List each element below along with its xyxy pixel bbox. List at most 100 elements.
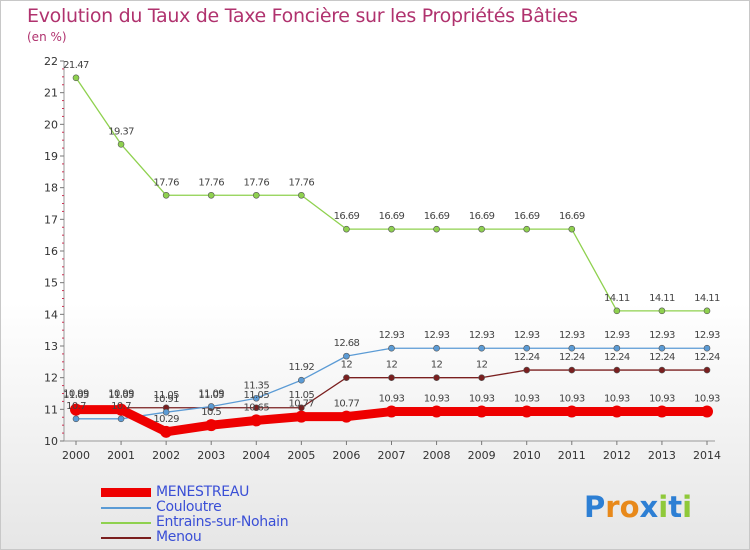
x-tick-label: 2014 [693, 449, 721, 462]
data-label: 10.93 [469, 394, 495, 405]
data-point [478, 374, 485, 381]
data-label: 19.37 [108, 126, 134, 137]
data-point [388, 344, 395, 352]
data-label: 12 [476, 360, 488, 371]
data-point [162, 408, 170, 416]
data-label: 11.05 [289, 390, 315, 401]
data-point [523, 225, 531, 233]
data-point [703, 344, 711, 352]
x-tick-label: 2005 [287, 449, 315, 462]
data-point [298, 376, 305, 384]
legend-label: Entrains-sur-Nohain [156, 514, 289, 530]
x-tick-label: 2003 [197, 449, 225, 462]
y-tick-label: 14 [44, 308, 58, 321]
series-line-entrains-sur-nohain [75, 77, 707, 312]
data-label: 14.11 [604, 293, 630, 304]
data-label: 12.93 [694, 330, 720, 341]
legend-swatch [101, 507, 151, 509]
data-label: 10.5 [201, 407, 221, 418]
data-label: 10.65 [243, 402, 269, 413]
data-point [658, 366, 666, 374]
data-label: 10.77 [289, 399, 315, 410]
data-point [478, 344, 485, 352]
x-tick-label: 2001 [107, 449, 135, 462]
data-label: 10.93 [514, 394, 540, 405]
data-point [252, 404, 260, 412]
logo-letter: x [639, 490, 659, 524]
x-tick-label: 2002 [152, 449, 180, 462]
legend-label: MENESTREAU [156, 484, 250, 500]
data-point [701, 405, 713, 418]
x-tick-label: 2004 [242, 449, 270, 462]
legend-swatch [101, 488, 151, 497]
legend-swatch [101, 522, 151, 524]
data-label: 14.11 [649, 293, 675, 304]
y-tick-label: 15 [44, 277, 58, 290]
data-label: 16.69 [424, 211, 450, 222]
y-tick-label: 20 [44, 118, 58, 131]
x-tick-label: 2010 [513, 449, 541, 462]
x-tick-label: 2012 [603, 449, 631, 462]
data-point [433, 225, 440, 233]
x-tick-label: 2013 [648, 449, 676, 462]
data-point [160, 425, 173, 438]
data-point [298, 191, 305, 199]
data-label: 12 [431, 360, 443, 371]
data-label: 10.93 [424, 394, 450, 405]
data-point [658, 307, 666, 315]
data-point [703, 366, 711, 374]
data-label: 11.05 [198, 390, 224, 401]
data-point [205, 419, 218, 432]
data-point [433, 374, 440, 381]
data-point [252, 394, 260, 402]
x-tick-label: 2008 [423, 449, 451, 462]
data-point [343, 374, 350, 381]
data-label: 10.29 [153, 414, 179, 425]
logo-letter: o [619, 490, 640, 524]
data-label: 17.76 [243, 177, 269, 188]
logo-letter: i [658, 490, 669, 524]
data-label: 10.93 [604, 394, 630, 405]
data-label: 12.24 [514, 352, 540, 363]
proxiti-logo: Proxiti [584, 490, 692, 524]
data-label: 16.69 [379, 211, 405, 222]
data-point [613, 307, 621, 315]
data-point [610, 405, 623, 418]
data-point [295, 410, 308, 423]
data-point [250, 414, 263, 427]
data-point [523, 366, 531, 374]
data-point [388, 374, 395, 381]
data-label: 12.24 [649, 352, 675, 363]
data-point [115, 403, 128, 416]
data-label: 10.77 [334, 399, 360, 410]
data-label: 10.99 [63, 389, 89, 400]
data-point [433, 344, 440, 352]
data-point [252, 191, 260, 199]
data-point [385, 405, 398, 418]
data-label: 14.11 [694, 293, 720, 304]
y-tick-label: 11 [44, 403, 58, 416]
y-tick-label: 21 [44, 87, 58, 100]
data-label: 11.05 [243, 390, 269, 401]
data-label: 10.99 [108, 389, 134, 400]
data-point [117, 140, 125, 148]
x-tick-label: 2011 [558, 449, 586, 462]
data-point [523, 344, 531, 352]
data-point [703, 307, 711, 315]
data-label: 12.93 [469, 330, 495, 341]
data-label: 12.24 [694, 352, 720, 363]
data-point [343, 352, 350, 360]
data-label: 17.76 [289, 177, 315, 188]
data-label: 12 [386, 360, 398, 371]
data-label: 17.76 [198, 177, 224, 188]
data-point [658, 344, 666, 352]
logo-letter: r [605, 490, 620, 524]
data-label: 12.68 [334, 338, 360, 349]
data-point [70, 403, 82, 416]
data-point [207, 191, 215, 199]
y-tick-label: 16 [44, 245, 58, 258]
data-point [430, 405, 443, 418]
x-tick-label: 2009 [468, 449, 496, 462]
data-label: 12.93 [559, 330, 585, 341]
